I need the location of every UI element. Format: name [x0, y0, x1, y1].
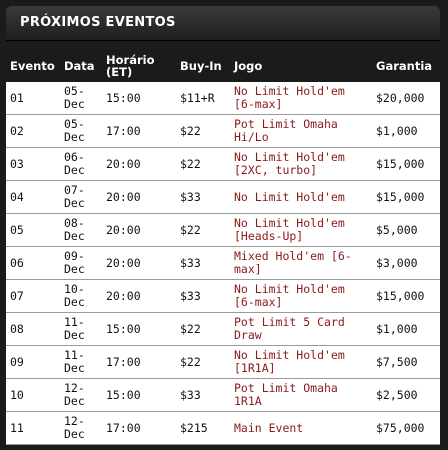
event-number-cell: 01 [6, 82, 60, 115]
event-number-cell: 05 [6, 213, 60, 247]
header-horario: Horário (ET) [106, 53, 155, 79]
event-date-cell: 05-Dec [60, 82, 102, 115]
event-game-link[interactable]: Pot Limit Omaha Hi/Lo [230, 114, 372, 148]
event-buyin-cell: $22 [176, 213, 230, 247]
event-number-cell: 11 [6, 411, 60, 445]
event-guarantee-cell: $7,500 [372, 345, 440, 379]
event-date-cell: 12-Dec [60, 411, 102, 445]
event-time-cell: 20:00 [102, 147, 176, 181]
event-game-link[interactable]: No Limit Hold'em [2XC, turbo] [230, 147, 372, 181]
event-game-link[interactable]: Pot Limit Omaha 1R1A [230, 378, 372, 412]
table-row: 01 05-Dec 15:00 $11+R No Limit Hold'em [6-ma… [6, 82, 440, 115]
event-guarantee-cell: $15,000 [372, 180, 440, 214]
event-date-cell: 10-Dec [60, 279, 102, 313]
header-evento: Evento [10, 59, 55, 73]
event-guarantee-cell: $1,000 [372, 114, 440, 148]
event-date-cell: 11-Dec [60, 345, 102, 379]
event-game-link[interactable]: Pot Limit 5 Card Draw [230, 312, 372, 346]
event-game-link[interactable]: No Limit Hold'em [6-max] [230, 279, 372, 313]
event-buyin-cell: $215 [176, 411, 230, 445]
event-time-cell: 20:00 [102, 279, 176, 313]
event-time-cell: 20:00 [102, 213, 176, 247]
table-row: 09 11-Dec 17:00 $22 No Limit Hold'em [1R1A] $… [6, 345, 440, 379]
event-date-cell: 09-Dec [60, 246, 102, 280]
header-buyin: Buy-In [180, 59, 222, 73]
event-number-cell: 09 [6, 345, 60, 379]
event-time-cell: 17:00 [102, 114, 176, 148]
table-row: 05 08-Dec 20:00 $22 No Limit Hold'em [Heads-… [6, 213, 440, 247]
event-guarantee-cell: $15,000 [372, 279, 440, 313]
event-game-link[interactable]: Main Event [230, 411, 372, 445]
event-buyin-cell: $33 [176, 180, 230, 214]
event-guarantee-cell: $15,000 [372, 147, 440, 181]
event-date-cell: 06-Dec [60, 147, 102, 181]
event-buyin-cell: $11+R [176, 82, 230, 115]
event-date-cell: 11-Dec [60, 312, 102, 346]
event-guarantee-cell: $20,000 [372, 82, 440, 115]
event-buyin-cell: $22 [176, 114, 230, 148]
event-date-cell: 12-Dec [60, 378, 102, 412]
event-time-cell: 15:00 [102, 312, 176, 346]
header-data: Data [64, 59, 95, 73]
event-game-link[interactable]: No Limit Hold'em [1R1A] [230, 345, 372, 379]
event-guarantee-cell: $2,500 [372, 378, 440, 412]
table-row: 07 10-Dec 20:00 $33 No Limit Hold'em [6-max]… [6, 279, 440, 313]
event-buyin-cell: $22 [176, 345, 230, 379]
event-game-link[interactable]: No Limit Hold'em [230, 180, 372, 214]
event-guarantee-cell: $75,000 [372, 411, 440, 445]
event-game-link[interactable]: No Limit Hold'em [Heads-Up] [230, 213, 372, 247]
table-row: 04 07-Dec 20:00 $33 No Limit Hold'em $15,000 [6, 180, 440, 214]
event-buyin-cell: $33 [176, 246, 230, 280]
table-row: 06 09-Dec 20:00 $33 Mixed Hold'em [6-max] $3,… [6, 246, 440, 280]
event-game-link[interactable]: No Limit Hold'em [6-max] [230, 82, 372, 115]
event-date-cell: 05-Dec [60, 114, 102, 148]
event-buyin-cell: $33 [176, 279, 230, 313]
event-guarantee-cell: $3,000 [372, 246, 440, 280]
event-game-link[interactable]: Mixed Hold'em [6-max] [230, 246, 372, 280]
event-number-cell: 07 [6, 279, 60, 313]
event-buyin-cell: $22 [176, 147, 230, 181]
event-date-cell: 08-Dec [60, 213, 102, 247]
event-number-cell: 10 [6, 378, 60, 412]
event-buyin-cell: $33 [176, 378, 230, 412]
event-guarantee-cell: $1,000 [372, 312, 440, 346]
header-jogo: Jogo [234, 59, 263, 73]
event-time-cell: 17:00 [102, 345, 176, 379]
table-row: 02 05-Dec 17:00 $22 Pot Limit Omaha Hi/Lo $1,… [6, 114, 440, 148]
event-number-cell: 04 [6, 180, 60, 214]
header-garantia: Garantia [376, 59, 433, 73]
event-date-cell: 07-Dec [60, 180, 102, 214]
event-time-cell: 17:00 [102, 411, 176, 445]
event-number-cell: 03 [6, 147, 60, 181]
events-table-wrapper: Evento Data Horário (ET) Buy-In Jogo Gar… [6, 50, 440, 445]
event-time-cell: 20:00 [102, 180, 176, 214]
event-buyin-cell: $22 [176, 312, 230, 346]
event-number-cell: 06 [6, 246, 60, 280]
event-number-cell: 08 [6, 312, 60, 346]
event-guarantee-cell: $5,000 [372, 213, 440, 247]
panel-header: PRÓXIMOS EVENTOS [6, 6, 440, 41]
events-table: Evento Data Horário (ET) Buy-In Jogo Gar… [6, 50, 440, 445]
event-time-cell: 15:00 [102, 82, 176, 115]
event-number-cell: 02 [6, 114, 60, 148]
event-time-cell: 20:00 [102, 246, 176, 280]
table-row: 10 12-Dec 15:00 $33 Pot Limit Omaha 1R1A $2,5… [6, 378, 440, 412]
table-header-row: Evento Data Horário (ET) Buy-In Jogo Gar… [6, 50, 440, 82]
event-time-cell: 15:00 [102, 378, 176, 412]
panel-title: PRÓXIMOS EVENTOS [20, 15, 176, 30]
table-row: 08 11-Dec 15:00 $22 Pot Limit 5 Card Draw $1,… [6, 312, 440, 346]
table-row: 11 12-Dec 17:00 $215 Main Event $75,000 [6, 411, 440, 445]
table-row: 03 06-Dec 20:00 $22 No Limit Hold'em [2XC, t… [6, 147, 440, 181]
